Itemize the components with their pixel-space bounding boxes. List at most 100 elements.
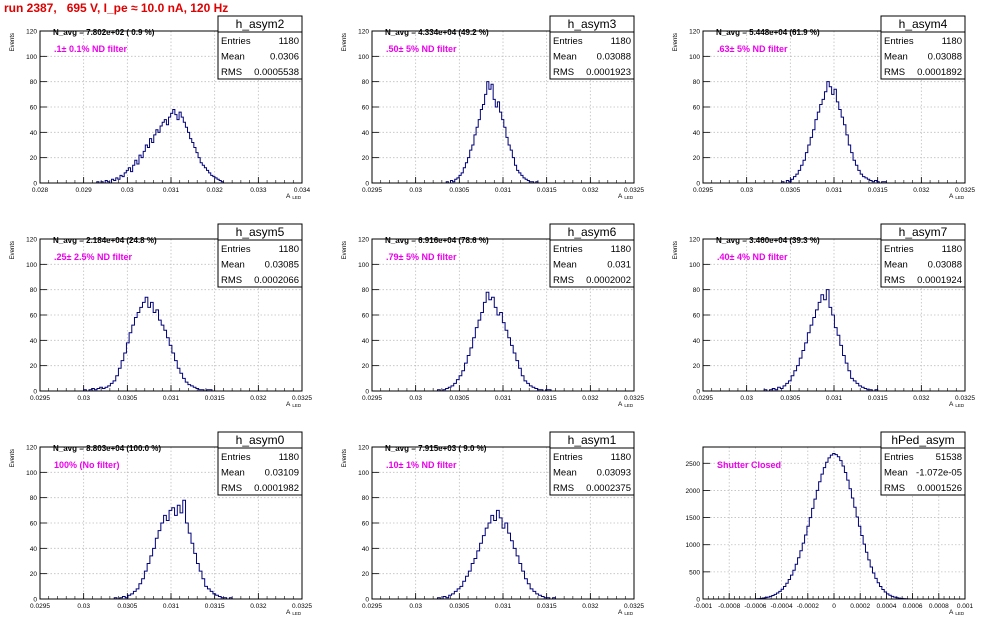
x-tick-label: -0.0008 bbox=[718, 603, 740, 610]
stats-title: h_asym7 bbox=[899, 225, 948, 239]
x-tick-label: 0.032 bbox=[207, 187, 224, 194]
x-tick-label: 0.032 bbox=[250, 395, 267, 402]
x-tick-label: 0.0305 bbox=[117, 603, 137, 610]
x-tick-label: 0.031 bbox=[163, 603, 180, 610]
stats-title: h_asym1 bbox=[568, 433, 617, 447]
y-tick-label: 0 bbox=[365, 181, 369, 188]
x-tick-label: 0.03 bbox=[740, 187, 753, 194]
x-tick-label: 0.028 bbox=[32, 187, 49, 194]
stats-title: h_asym4 bbox=[899, 17, 948, 31]
y-tick-label: 40 bbox=[30, 546, 38, 553]
x-tick-label: 0.0325 bbox=[955, 395, 975, 402]
y-tick-label: 40 bbox=[30, 338, 38, 345]
stats-key: Entries bbox=[221, 244, 251, 255]
x-tick-label: 0.0315 bbox=[868, 187, 888, 194]
stats-value: 1180 bbox=[942, 36, 962, 47]
x-tick-label: 0.0295 bbox=[362, 603, 382, 610]
y-tick-label: 80 bbox=[362, 495, 370, 502]
stats-key: Mean bbox=[221, 52, 245, 63]
x-tick-label: 0.029 bbox=[76, 187, 93, 194]
x-tick-label: 0.03 bbox=[409, 395, 422, 402]
x-tick-label: -0.0004 bbox=[771, 603, 793, 610]
stats-box bbox=[217, 15, 303, 80]
panel-h_asym0: 0.0295 0.03 0.0305 0.031 0.0315 0.032 0.0325 0 2… bbox=[10, 431, 312, 616]
stats-key: RMS bbox=[553, 483, 574, 494]
y-axis-label: Events bbox=[342, 449, 348, 467]
y-tick-label: 0 bbox=[696, 389, 700, 396]
y-axis-label: Events bbox=[10, 449, 16, 467]
x-tick-label: 0.0295 bbox=[362, 187, 382, 194]
stats-key: Entries bbox=[884, 452, 914, 463]
stats-value: 1180 bbox=[279, 452, 299, 463]
x-tick-label: 0.0315 bbox=[537, 187, 557, 194]
x-tick-label: 0.0295 bbox=[30, 603, 50, 610]
stats-key: RMS bbox=[553, 275, 574, 286]
x-tick-label: 0.031 bbox=[495, 603, 512, 610]
y-tick-label: 100 bbox=[26, 262, 37, 269]
y-tick-label: 20 bbox=[362, 155, 370, 162]
y-tick-label: 120 bbox=[26, 237, 37, 244]
histogram-line bbox=[96, 109, 224, 184]
stats-key: RMS bbox=[884, 67, 905, 78]
stats-value: 0.0001982 bbox=[254, 483, 299, 494]
plot-frame bbox=[702, 30, 966, 184]
y-tick-label: 0 bbox=[696, 181, 700, 188]
x-tick-label: 0.033 bbox=[250, 187, 267, 194]
filter-label: .40± 4% ND filter bbox=[717, 252, 788, 262]
navg-label: N_avg = 7.802e+02 ( 0.9 %) bbox=[53, 28, 155, 37]
x-tick-label: -0.0006 bbox=[744, 603, 766, 610]
stats-title: h_asym5 bbox=[236, 225, 285, 239]
stats-value: 1180 bbox=[611, 244, 631, 255]
y-tick-label: 100 bbox=[689, 54, 700, 61]
y-tick-label: 100 bbox=[358, 470, 369, 477]
stats-key: Mean bbox=[221, 468, 245, 479]
x-tick-label: 0.0295 bbox=[693, 395, 713, 402]
stats-value: 0.03088 bbox=[597, 52, 631, 63]
x-tick-label: 0.032 bbox=[250, 603, 267, 610]
filter-label: .63± 5% ND filter bbox=[717, 44, 788, 54]
stats-value: 1180 bbox=[279, 244, 299, 255]
stats-key: Entries bbox=[884, 244, 914, 255]
y-tick-label: 100 bbox=[26, 54, 37, 61]
panel-h_asym3: 0.0295 0.03 0.0305 0.031 0.0315 0.032 0.0325 0 2… bbox=[342, 15, 644, 200]
plot-frame bbox=[39, 238, 303, 392]
stats-value: 0.03093 bbox=[597, 468, 631, 479]
x-tick-label: 0.03 bbox=[77, 395, 90, 402]
panel-hPed_asym: -0.001 -0.0008 -0.0006 -0.0004 -0.0002 0 0.000… bbox=[686, 431, 974, 616]
navg-label: N_avg = 2.184e+04 (24.8 %) bbox=[53, 236, 157, 245]
x-tick-label: 0.0315 bbox=[205, 395, 225, 402]
stats-key: Mean bbox=[553, 260, 577, 271]
histogram-line bbox=[781, 81, 887, 184]
histogram-line bbox=[437, 291, 552, 392]
x-tick-label: 0.0008 bbox=[929, 603, 949, 610]
x-tick-label: 0.0295 bbox=[362, 395, 382, 402]
stats-value: 0.0001526 bbox=[917, 483, 962, 494]
stats-box bbox=[549, 431, 635, 496]
stats-value: 1180 bbox=[279, 36, 299, 47]
stats-key: RMS bbox=[884, 483, 905, 494]
y-axis-label: Events bbox=[10, 33, 16, 51]
stats-key: Mean bbox=[221, 260, 245, 271]
x-tick-label: 0.03 bbox=[77, 603, 90, 610]
x-tick-label: 0.0325 bbox=[292, 603, 312, 610]
y-tick-label: 1500 bbox=[686, 515, 701, 522]
stats-key: Mean bbox=[884, 260, 908, 271]
x-axis-label: A LED bbox=[286, 401, 302, 408]
y-tick-label: 0 bbox=[365, 597, 369, 604]
stats-box bbox=[217, 223, 303, 288]
plot-frame bbox=[39, 30, 303, 184]
x-tick-label: 0.0315 bbox=[537, 395, 557, 402]
y-tick-label: 60 bbox=[362, 105, 370, 112]
stats-value: 1180 bbox=[611, 36, 631, 47]
plot-frame bbox=[39, 446, 303, 600]
stats-box bbox=[880, 223, 966, 288]
x-tick-label: 0.031 bbox=[826, 395, 843, 402]
y-tick-label: 80 bbox=[693, 79, 701, 86]
y-tick-label: 0 bbox=[33, 389, 37, 396]
y-tick-label: 0 bbox=[696, 597, 700, 604]
y-tick-label: 40 bbox=[362, 338, 370, 345]
x-tick-label: 0.0305 bbox=[449, 603, 469, 610]
y-tick-label: 80 bbox=[30, 79, 38, 86]
filter-label: 100% (No filter) bbox=[54, 460, 120, 470]
y-tick-label: 120 bbox=[358, 29, 369, 36]
